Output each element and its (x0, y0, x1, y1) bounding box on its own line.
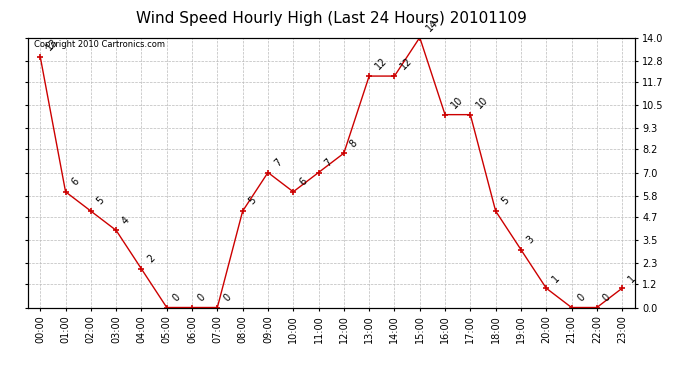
Text: 7: 7 (272, 157, 284, 168)
Text: Copyright 2010 Cartronics.com: Copyright 2010 Cartronics.com (34, 40, 165, 49)
Text: 12: 12 (373, 56, 389, 72)
Text: 6: 6 (70, 176, 81, 188)
Text: 2: 2 (146, 253, 157, 265)
Text: 4: 4 (120, 215, 132, 226)
Text: 0: 0 (196, 292, 208, 303)
Text: 10: 10 (449, 95, 465, 111)
Text: 6: 6 (297, 176, 309, 188)
Text: 1: 1 (627, 273, 638, 284)
Text: 1: 1 (551, 273, 562, 284)
Text: 3: 3 (525, 234, 537, 246)
Text: 5: 5 (95, 195, 106, 207)
Text: 0: 0 (601, 292, 613, 303)
Text: 13: 13 (44, 37, 60, 52)
Text: 0: 0 (171, 292, 182, 303)
Text: 12: 12 (399, 56, 415, 72)
Text: 8: 8 (348, 138, 359, 149)
Text: 7: 7 (323, 157, 334, 168)
Text: 5: 5 (500, 195, 511, 207)
Text: 10: 10 (475, 95, 491, 111)
Text: 0: 0 (221, 292, 233, 303)
Text: 14: 14 (424, 18, 440, 33)
Text: 0: 0 (575, 292, 587, 303)
Text: 5: 5 (247, 195, 258, 207)
Text: Wind Speed Hourly High (Last 24 Hours) 20101109: Wind Speed Hourly High (Last 24 Hours) 2… (136, 11, 526, 26)
